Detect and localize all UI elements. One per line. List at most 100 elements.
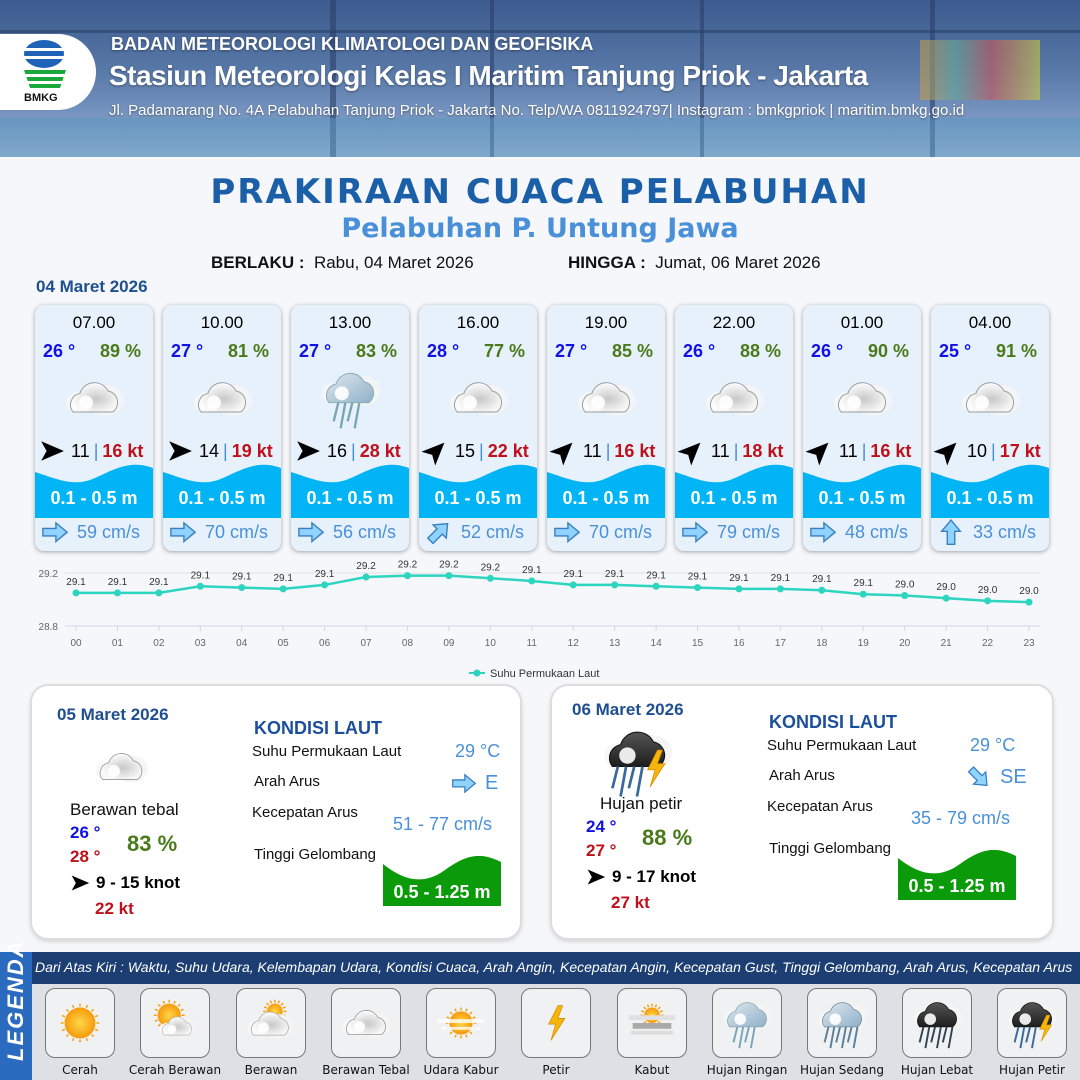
sst-value: 29 °C — [455, 741, 501, 761]
x-tick-label: 07 — [360, 638, 372, 649]
data-label: 29.0 — [978, 585, 998, 596]
air-temperature: 25 ° — [939, 341, 972, 361]
temp-min: 26 ° — [70, 823, 101, 842]
berawan-tebal-weather-icon — [342, 1009, 392, 1038]
x-tick-label: 00 — [70, 638, 82, 649]
hujan-petir-weather-icon — [1008, 1002, 1058, 1049]
current-direction-arrow-icon — [42, 521, 69, 544]
logo-text: BMKG — [24, 92, 58, 104]
wave-shape — [35, 464, 153, 518]
wave-shape — [803, 464, 921, 518]
data-point — [1025, 598, 1033, 606]
air-temperature: 26 ° — [683, 341, 716, 361]
temp-min: 24 ° — [586, 817, 617, 836]
x-tick-label: 15 — [692, 638, 704, 649]
current-direction-arrow-icon — [967, 766, 988, 787]
legend-label: Hujan Sedang — [800, 1063, 884, 1077]
legend-label: Cerah Berawan — [128, 1063, 222, 1077]
wind-info: 10 | 17 kt — [933, 438, 1047, 466]
air-temperature: 26 ° — [811, 341, 844, 361]
hujan-ringan-weather-icon — [723, 1002, 773, 1049]
cerah-icon — [51, 994, 109, 1052]
wind-info: 9 - 15 knot — [70, 873, 180, 893]
valid-from-label: BERLAKU : — [211, 253, 305, 272]
wave-shape — [931, 464, 1049, 518]
data-label: 29.1 — [522, 565, 542, 576]
current-direction-arrow-icon — [452, 773, 477, 794]
wind-speed: 9 - 17 knot — [612, 867, 697, 886]
humidity: 83 % — [127, 831, 178, 856]
legend-item-berawan-tebal — [331, 988, 401, 1058]
current-direction-label: Arah Arus — [254, 773, 320, 790]
data-label: 29.1 — [149, 577, 169, 588]
wind-info: 11 | 16 kt — [39, 438, 151, 464]
forecast-card: 10.00 27 ° 81 % 14 | 19 kt 0.1 - 0.5 m 70 … — [163, 305, 281, 551]
humidity: 81 % — [227, 341, 269, 361]
day1-date-text: 04 Maret 2026 — [36, 277, 148, 296]
current-speed: 33 cm/s — [973, 521, 1037, 542]
wind-direction-arrow-icon — [587, 869, 606, 885]
x-tick-label: 18 — [816, 638, 828, 649]
weather-icon — [182, 363, 262, 433]
wind-speed: 11 — [711, 440, 730, 461]
wind-info: 16 | 28 kt — [295, 438, 407, 464]
wind-direction-arrow-icon — [169, 441, 192, 461]
berawan-tebal-icon — [337, 994, 395, 1052]
x-tick-label: 19 — [858, 638, 870, 649]
station-address: Jl. Padamarang No. 4A Pelabuhan Tanjung … — [109, 102, 965, 119]
legend-label: Hujan Lebat — [900, 1063, 974, 1077]
data-point — [942, 594, 950, 602]
gust-speed: 16 kt — [102, 440, 144, 461]
legend-label: Hujan Petir — [999, 1063, 1065, 1077]
data-point — [528, 577, 536, 585]
current-info: 48 cm/s — [809, 521, 908, 544]
humidity: 85 % — [611, 341, 653, 361]
data-label: 29.1 — [729, 573, 749, 584]
data-label: 29.2 — [356, 561, 376, 572]
data-label: 29.1 — [108, 577, 128, 588]
wave-height-label: Tinggi Gelombang — [769, 840, 892, 857]
separator: | — [479, 440, 484, 461]
wind-direction-arrow-icon — [421, 442, 445, 466]
udara-kabur-weather-icon — [437, 1007, 485, 1039]
legend-label: Berawan — [244, 1063, 298, 1077]
sst-value: 29 °C — [970, 735, 1016, 755]
data-point — [445, 572, 453, 580]
humidity: 77 % — [483, 341, 525, 361]
current-direction-value: E — [485, 772, 499, 794]
berawan-tebal-weather-icon — [194, 382, 253, 416]
wave-height: 0.1 - 0.5 m — [562, 488, 650, 508]
separator: | — [223, 440, 228, 461]
gust-speed: 22 kt — [487, 440, 529, 461]
sea-temperature-chart: 28.8 29.2 29.1 00 29.1 01 29.1 02 29.1 03 29.1 04 29… — [39, 560, 1040, 680]
data-label: 29.1 — [646, 570, 666, 581]
wind-speed: 15 — [455, 440, 476, 461]
berawan-tebal-weather-icon — [578, 382, 637, 416]
weather-condition: Hujan petir — [600, 794, 683, 813]
wave-height-label: Tinggi Gelombang — [254, 846, 377, 863]
wave-height: 0.1 - 0.5 m — [818, 488, 906, 508]
data-label: 29.0 — [936, 582, 956, 593]
wind-speed: 9 - 15 knot — [96, 873, 181, 892]
forecast-time: 16.00 — [456, 313, 500, 332]
current-info: 59 cm/s — [41, 521, 140, 544]
legend-item-hujan-lebat — [902, 988, 972, 1058]
data-label: 29.0 — [895, 580, 915, 591]
weather-icon — [566, 363, 646, 433]
separator: | — [351, 440, 356, 461]
data-point — [818, 586, 826, 594]
separator: | — [991, 440, 996, 461]
current-direction-arrow-icon — [682, 521, 709, 544]
berawan-weather-icon — [247, 999, 294, 1038]
weather-icon — [90, 736, 152, 798]
forecast-date: 06 Maret 2026 — [572, 700, 684, 719]
x-tick-label: 10 — [485, 638, 497, 649]
wind-direction-arrow-icon — [41, 441, 64, 461]
berawan-icon — [242, 994, 300, 1052]
current-direction-arrow-icon — [940, 518, 962, 546]
data-point — [72, 589, 80, 597]
cerah-berawan-weather-icon — [153, 999, 196, 1038]
current-info: 70 cm/s — [553, 521, 652, 544]
temp-max: 27 ° — [586, 841, 617, 860]
data-point — [155, 589, 163, 597]
